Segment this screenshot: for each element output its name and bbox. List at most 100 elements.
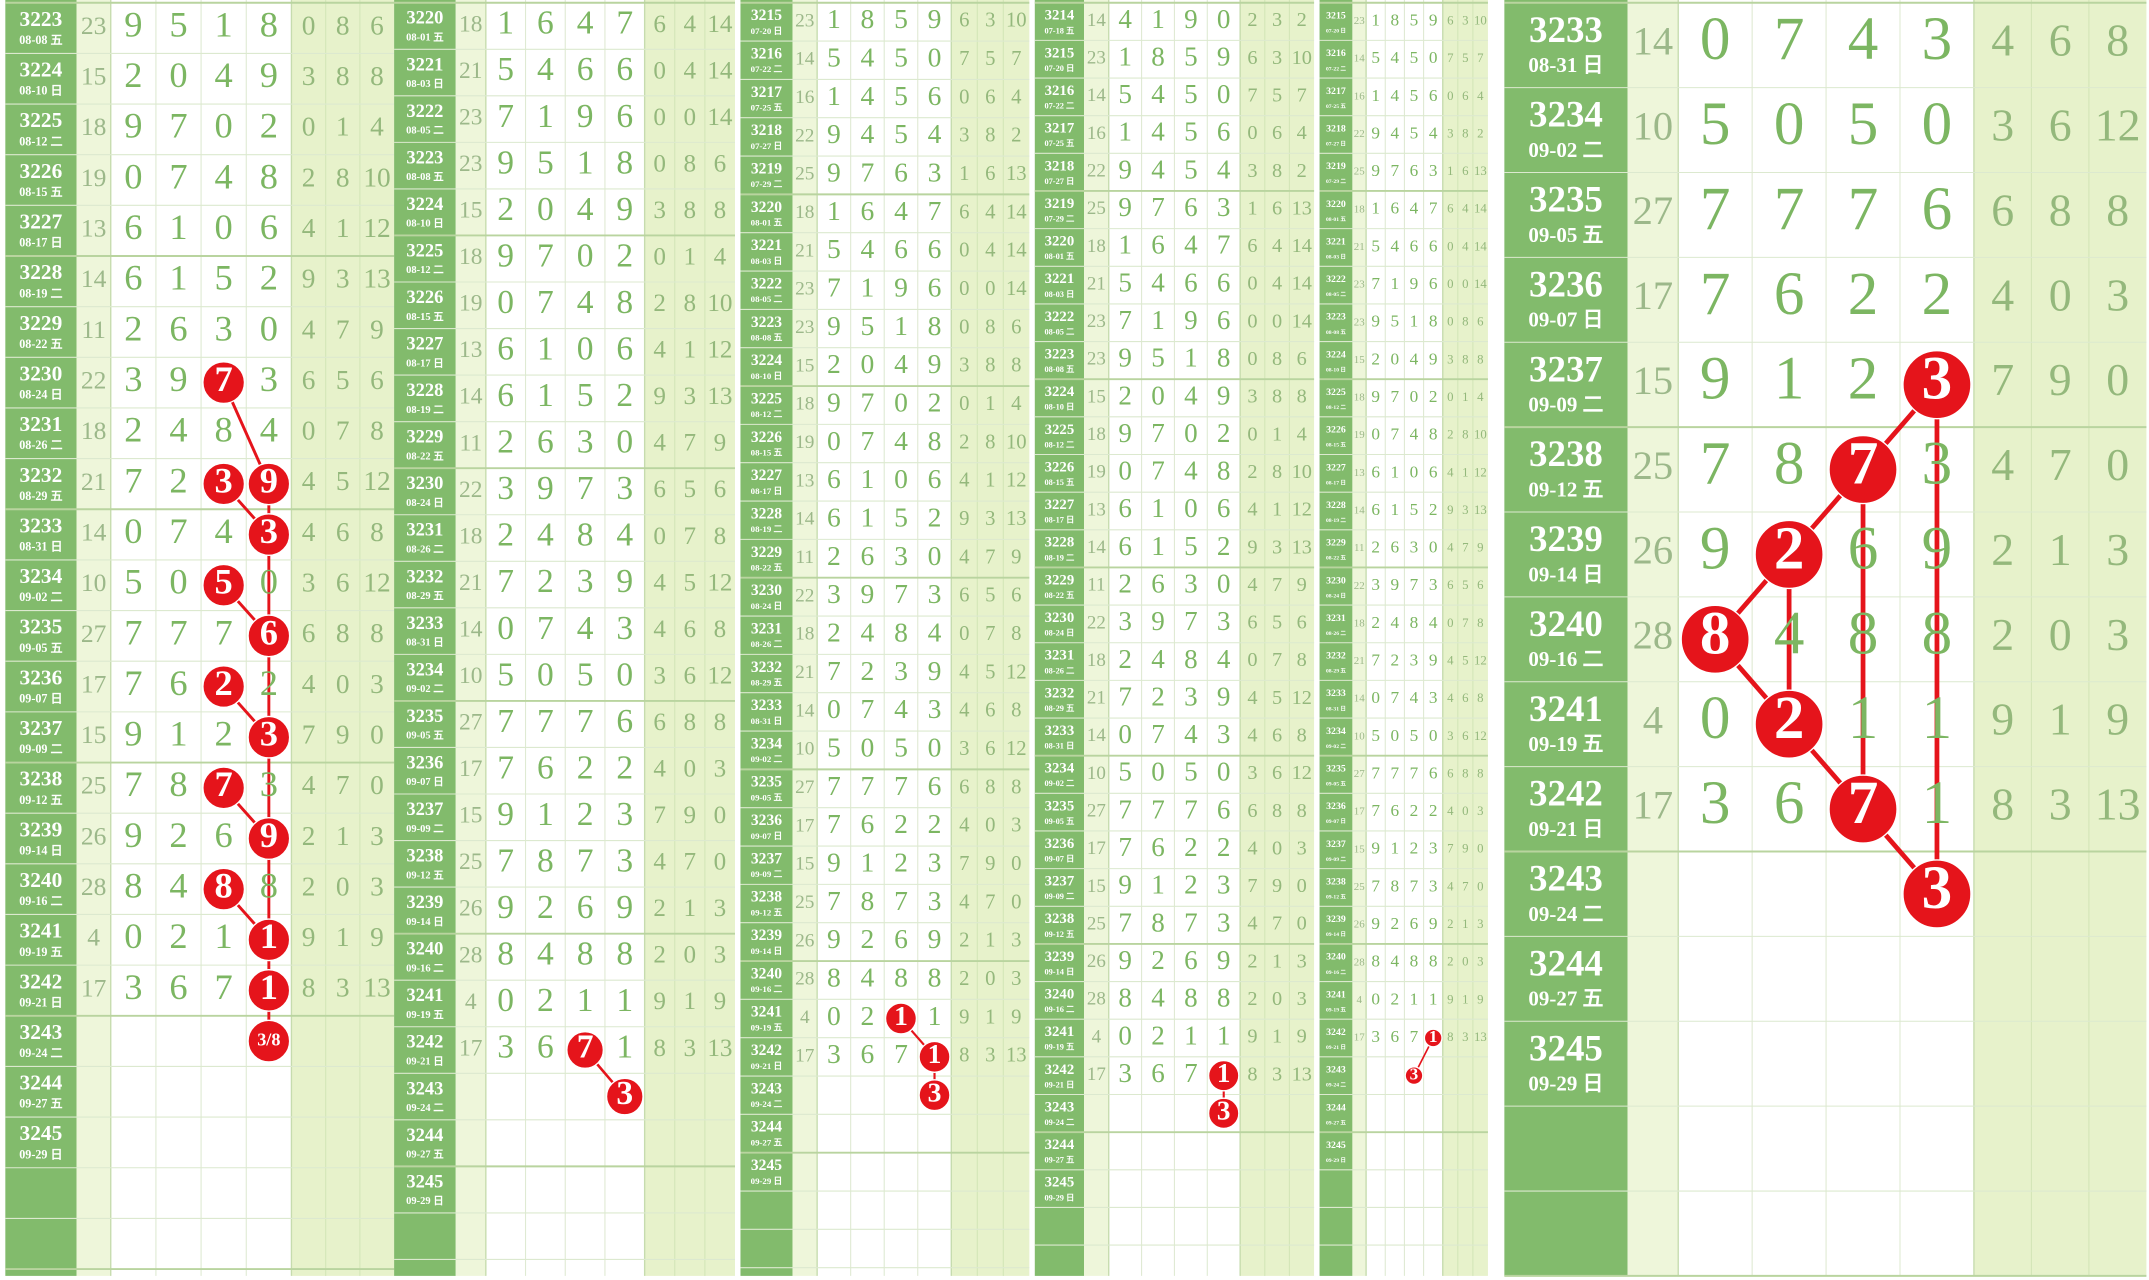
issue-number: 3239 xyxy=(1045,949,1075,965)
stat-value: 3 xyxy=(1011,968,1021,990)
stat-value: 1 xyxy=(336,821,350,851)
stat-value: 0 xyxy=(985,815,995,837)
highlight-circle xyxy=(918,1079,951,1112)
issue-number: 3240 xyxy=(20,868,63,892)
draw-digit: 2 xyxy=(577,796,594,833)
digit-sum: 22 xyxy=(1087,161,1106,182)
draw-digit: 2 xyxy=(537,982,554,1019)
stat-value: 8 xyxy=(1297,800,1307,822)
draw-digit: 7 xyxy=(215,967,233,1007)
issue-number: 3238 xyxy=(1529,433,1603,474)
stat-value: 3 xyxy=(1272,9,1282,31)
stat-value: 1 xyxy=(1462,390,1468,404)
stat-value: 4 xyxy=(653,849,666,876)
draw-digit: 4 xyxy=(894,195,908,226)
draw-digit: 5 xyxy=(577,656,594,693)
draw-digit: 0 xyxy=(1429,726,1438,745)
draw-digit: 9 xyxy=(1922,515,1953,582)
stat-value: 8 xyxy=(1272,800,1282,822)
issue-date: 08-31 日 xyxy=(1326,705,1346,712)
stat-value: 6 xyxy=(2049,100,2072,151)
draw-digit: 2 xyxy=(894,847,908,878)
issue-date: 09-19 五 xyxy=(19,945,62,959)
draw-digit: 2 xyxy=(497,424,514,461)
stat-value: 4 xyxy=(1447,465,1454,479)
draw-digit: 6 xyxy=(1151,230,1165,260)
issue-date: 08-31 日 xyxy=(751,716,783,726)
digit-sum: 15 xyxy=(1087,876,1106,897)
stat-value: 1 xyxy=(1272,423,1282,445)
draw-digit: 6 xyxy=(577,889,594,926)
stat-value: 3 xyxy=(2106,524,2129,575)
issue-date: 07-25 五 xyxy=(751,103,783,113)
issue-number: 3225 xyxy=(20,108,63,132)
stat-value: 0 xyxy=(1247,122,1257,144)
draw-digit: 0 xyxy=(1184,418,1198,448)
draw-digit: 3 xyxy=(260,764,278,804)
stat-value: 8 xyxy=(714,197,727,224)
digit-sum: 18 xyxy=(1354,617,1365,629)
draw-digit: 7 xyxy=(215,359,233,399)
draw-digit: 2 xyxy=(260,106,278,146)
issue-date: 09-05 五 xyxy=(1044,817,1075,826)
draw-digit: 9 xyxy=(1151,606,1165,636)
issue-date: 08-08 五 xyxy=(1044,365,1075,374)
draw-digit: 3 xyxy=(1217,719,1231,749)
issue-number: 3241 xyxy=(20,919,63,943)
digit-sum: 4 xyxy=(1643,697,1663,742)
draw-digit: 3 xyxy=(1429,839,1438,858)
digit-sum: 18 xyxy=(459,11,482,37)
draw-digit: 3 xyxy=(928,847,942,878)
digit-sum: 18 xyxy=(459,244,482,270)
stat-value: 4 xyxy=(985,201,996,223)
stat-value: 9 xyxy=(2049,354,2072,405)
issue-number: 3231 xyxy=(406,520,443,540)
issue-number: 3224 xyxy=(20,58,63,82)
issue-number: 3237 xyxy=(1529,348,1603,389)
draw-digit: 0 xyxy=(537,656,554,693)
draw-digit: 3 xyxy=(1217,870,1231,900)
digit-sum: 15 xyxy=(795,854,814,875)
draw-digit: 2 xyxy=(1217,832,1231,862)
digit-sum: 11 xyxy=(1354,542,1365,554)
stat-value: 7 xyxy=(684,523,697,550)
stat-value: 10 xyxy=(1006,10,1027,32)
stat-value: 3 xyxy=(1447,126,1453,140)
stat-value: 4 xyxy=(653,616,666,643)
issue-date: 09-05 五 xyxy=(19,641,62,655)
stat-value: 13 xyxy=(1006,1045,1027,1067)
draw-digit: 1 xyxy=(1922,685,1953,752)
draw-digit: 1 xyxy=(169,714,187,754)
draw-digit: 3 xyxy=(124,359,142,399)
draw-digit: 4 xyxy=(215,511,233,551)
issue-date: 08-19 二 xyxy=(751,524,783,534)
sum-column-bg xyxy=(792,0,818,1276)
stat-value: 9 xyxy=(653,383,666,410)
issue-number: 3226 xyxy=(20,159,63,183)
draw-digit: 1 xyxy=(1371,199,1380,218)
draw-digit: 3 xyxy=(215,308,233,348)
digit-sum: 15 xyxy=(81,720,107,749)
issue-date: 09-24 二 xyxy=(406,1102,444,1114)
issue-date: 09-16 二 xyxy=(406,962,444,974)
issue-date: 09-12 五 xyxy=(1044,930,1075,939)
draw-digit: 3 xyxy=(1410,651,1419,670)
draw-digit: 1 xyxy=(1429,989,1438,1008)
stat-value: 8 xyxy=(336,61,350,91)
issue-number: 3233 xyxy=(751,697,782,714)
draw-digit: 8 xyxy=(861,3,875,34)
digit-sum: 14 xyxy=(795,49,815,70)
draw-digit: 9 xyxy=(616,563,633,600)
stat-value: 3 xyxy=(959,125,969,147)
digit-sum: 22 xyxy=(1354,128,1365,140)
draw-digit: 7 xyxy=(577,843,594,880)
draw-digit: 5 xyxy=(1410,48,1419,67)
stat-value: 0 xyxy=(714,802,727,829)
draw-digit: 1 xyxy=(577,144,594,181)
digit-sum: 21 xyxy=(459,570,482,596)
issue-number: 3243 xyxy=(1326,1065,1346,1076)
issue-number: 3234 xyxy=(20,564,63,588)
issue-number: 3242 xyxy=(20,969,63,993)
draw-digit: 2 xyxy=(928,808,942,839)
